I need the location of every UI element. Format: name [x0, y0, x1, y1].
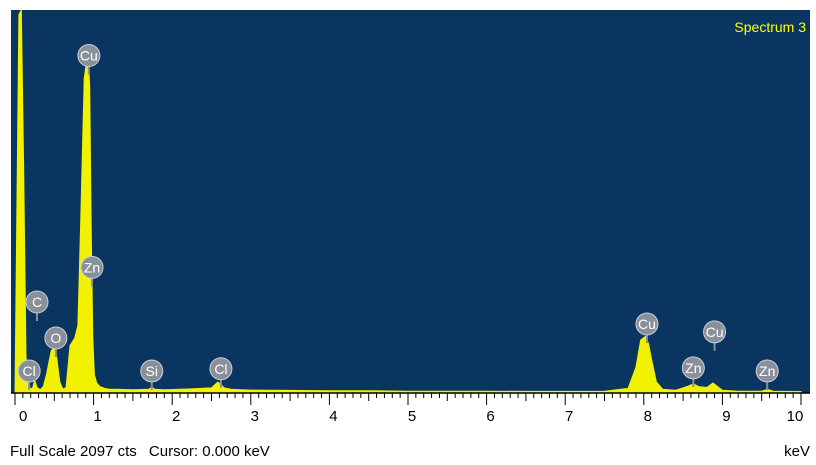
element-marker-label: Cu [638, 316, 656, 332]
element-marker-cu: Cu [703, 320, 727, 351]
x-tick-label: 5 [408, 408, 416, 425]
spectrum-chart: Spectrum 3 Zn Cu O C Cl Si Cl Cu Zn Cu Zn 0 1 2 3 4 5 6 7… [11, 9, 810, 425]
x-tick-label: 4 [329, 408, 337, 425]
element-marker-label: Cu [706, 324, 724, 340]
plot-background [11, 10, 810, 393]
x-tick-label: 7 [565, 408, 573, 425]
element-marker-o: O [44, 326, 68, 358]
element-marker-label: C [32, 294, 42, 310]
element-marker-bubble [755, 359, 779, 383]
element-marker-label: Zn [84, 259, 100, 275]
x-tick-label: 6 [486, 408, 494, 425]
element-marker-bubble [140, 359, 164, 383]
element-marker-bubble [703, 320, 727, 344]
element-marker-label: Zn [685, 360, 701, 376]
element-marker-cu: Cu [77, 44, 101, 75]
x-tick-label: 3 [251, 408, 259, 425]
element-markers: Zn Cu O C Cl Si Cl Cu Zn Cu Zn [17, 44, 779, 390]
element-marker-si: Si [140, 359, 164, 390]
element-marker-zn: Zn [755, 359, 779, 390]
element-marker-label: Cl [23, 363, 36, 379]
status-readout: Full Scale 2097 cts Cursor: 0.000 keV [10, 443, 270, 460]
element-marker-zn: Zn [80, 255, 104, 287]
x-axis-unit: keV [784, 443, 810, 460]
element-marker-label: Zn [759, 363, 775, 379]
element-marker-cl: Cl [17, 359, 41, 390]
spectrum-title: Spectrum 3 [734, 19, 806, 35]
x-tick-label: 1 [93, 408, 101, 425]
full-scale-text: Full Scale 2097 cts [10, 443, 137, 460]
element-marker-bubble [681, 356, 705, 380]
cursor-readout: Cursor: 0.000 keV [148, 443, 270, 460]
x-tick-label: 9 [722, 408, 730, 425]
element-marker-bubble [17, 359, 41, 383]
element-marker-label: Cu [80, 48, 98, 64]
element-marker-bubble [635, 312, 659, 336]
element-marker-label: O [50, 330, 61, 346]
element-marker-bubble [44, 326, 68, 350]
x-axis: 0 1 2 3 4 5 6 7 8 9 10 [14, 393, 804, 425]
element-marker-bubble [77, 44, 101, 68]
element-marker-c: C [25, 290, 49, 322]
x-tick-label: 0 [19, 408, 27, 425]
element-marker-cu: Cu [635, 312, 659, 344]
x-tick-label: 2 [172, 408, 180, 425]
element-marker-cl: Cl [209, 357, 233, 388]
element-marker-label: Cl [214, 361, 227, 377]
element-marker-bubble [209, 357, 233, 381]
x-tick-label: 8 [644, 408, 652, 425]
element-marker-bubble [80, 255, 104, 279]
x-tick-label: 10 [787, 408, 804, 425]
element-marker-bubble [25, 290, 49, 314]
element-marker-label: Si [146, 363, 158, 379]
element-marker-zn: Zn [681, 356, 705, 387]
